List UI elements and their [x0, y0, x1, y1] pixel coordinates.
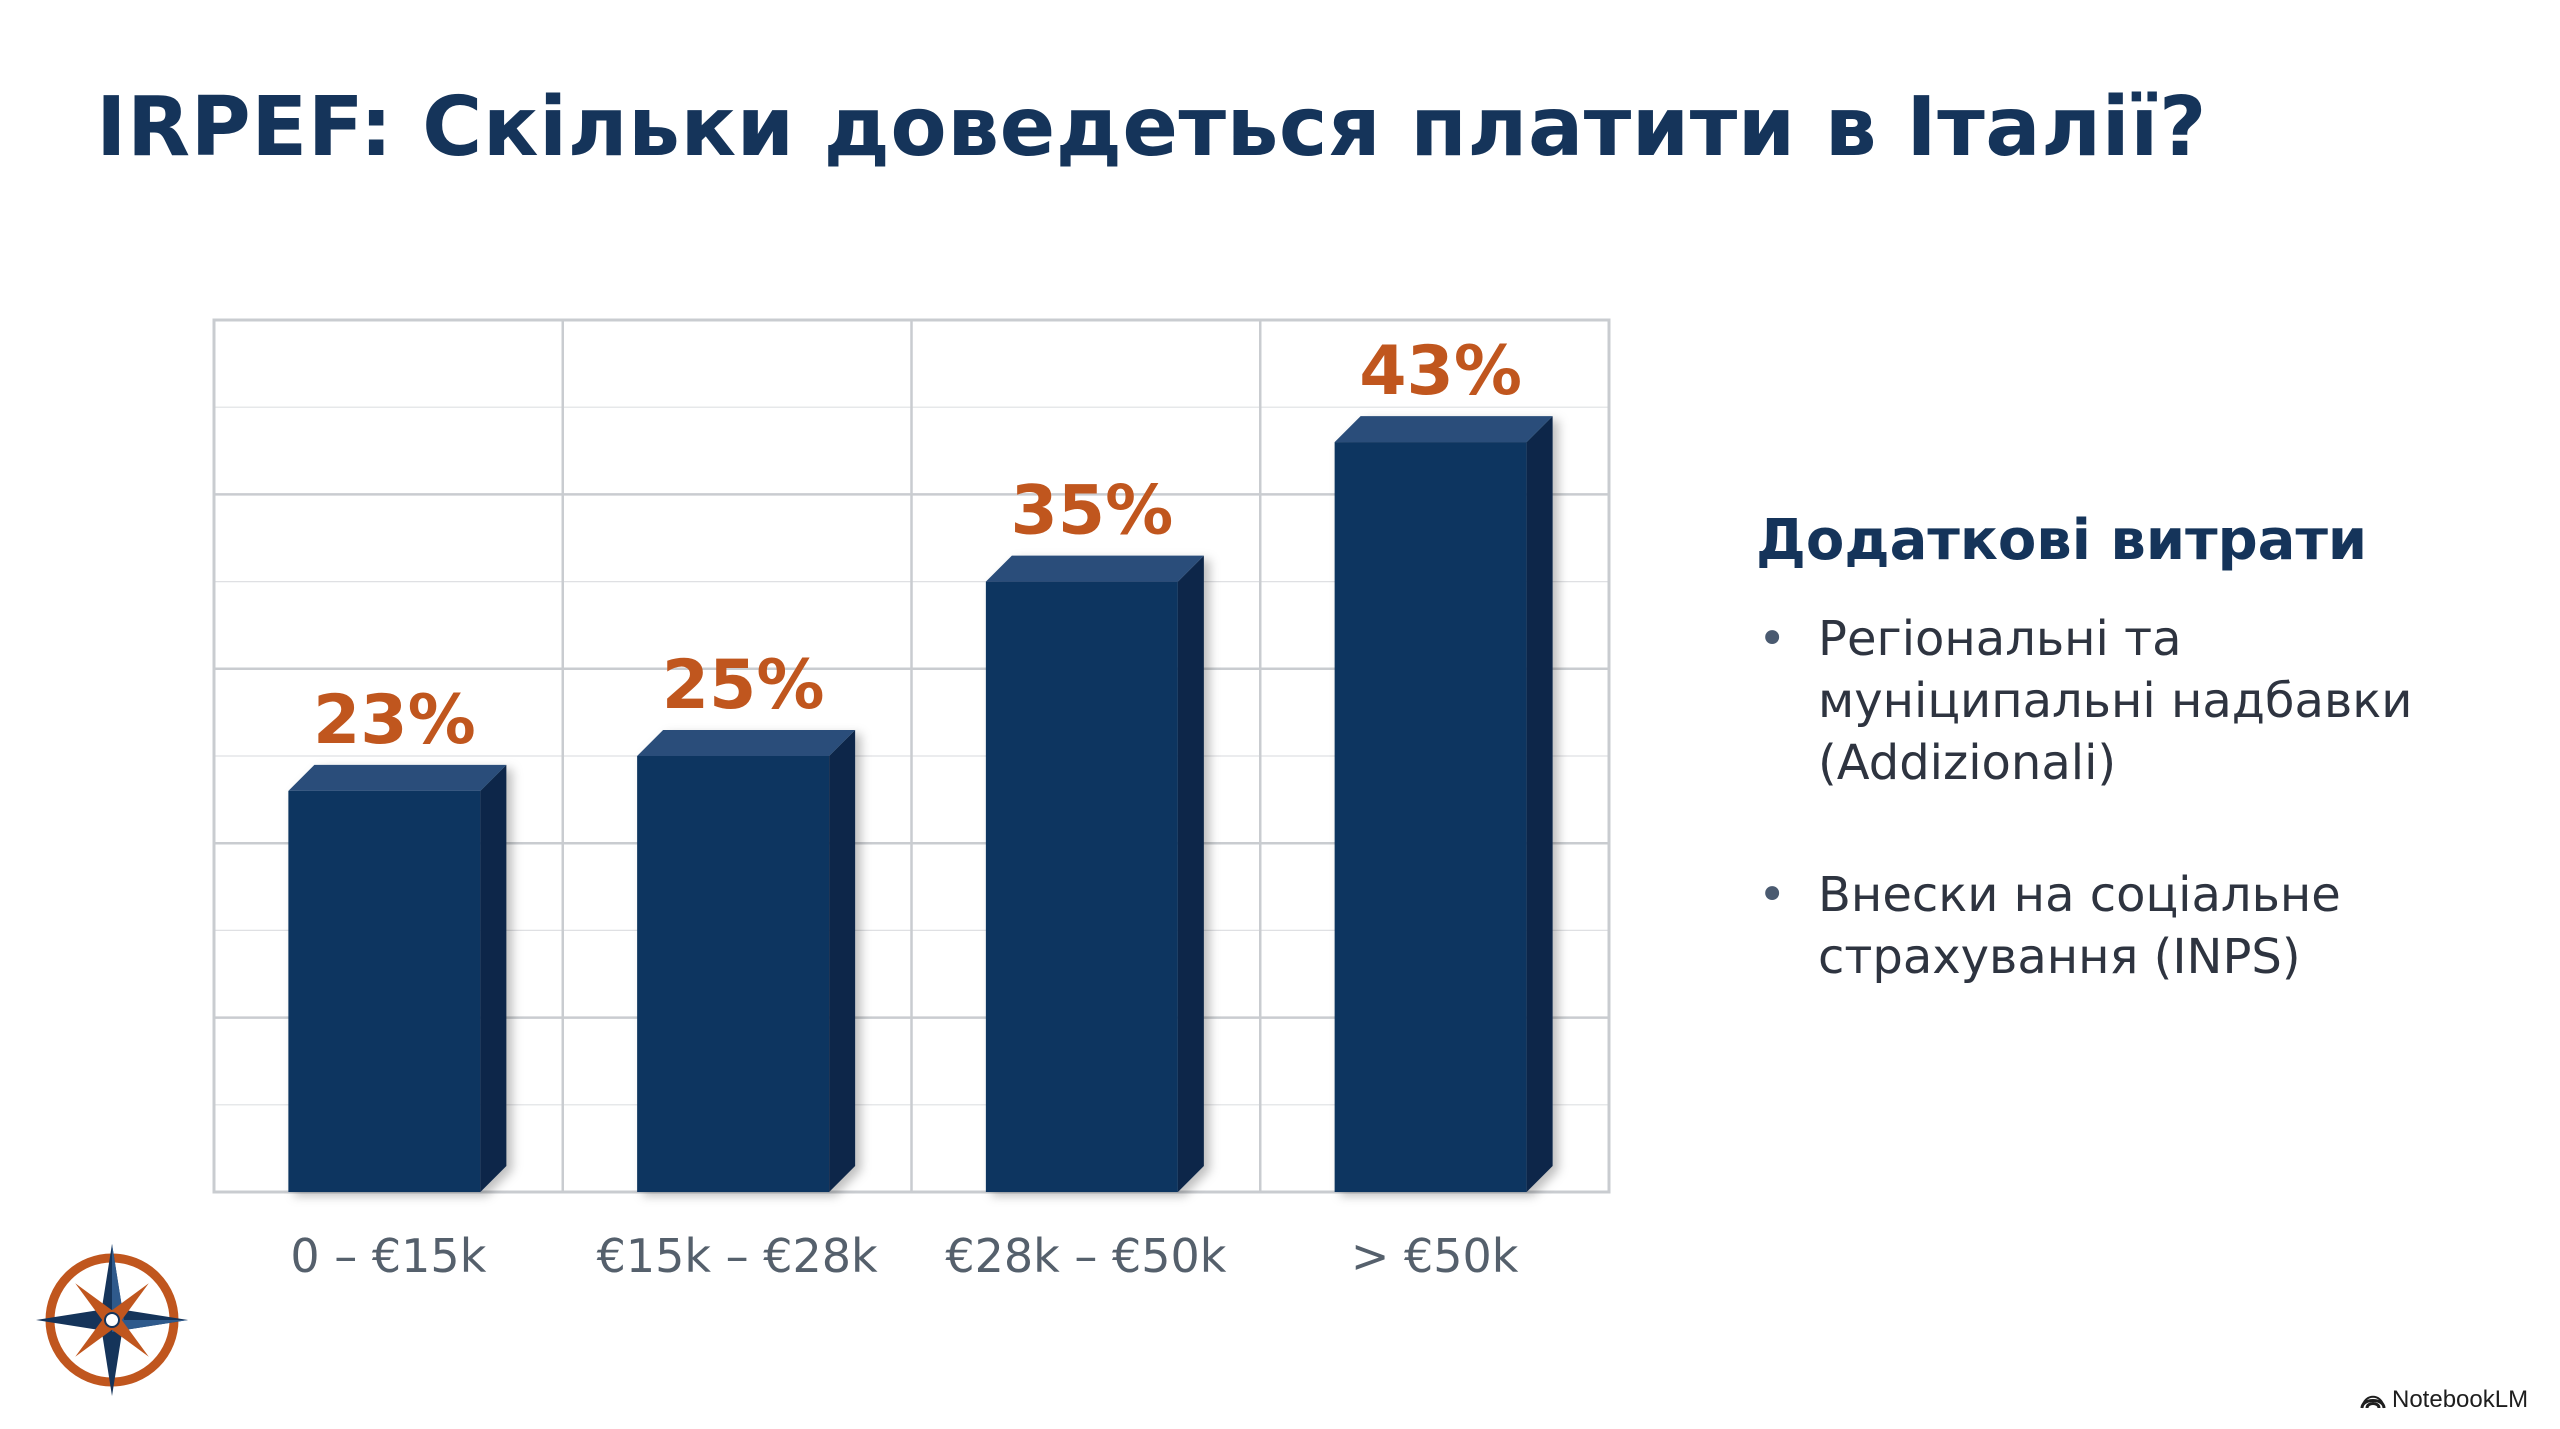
- bar-front: [985, 581, 1178, 1192]
- bar-side: [480, 764, 507, 1192]
- bar-front: [637, 756, 830, 1192]
- watermark-text: NotebookLM: [2392, 1386, 2529, 1413]
- bar-front: [288, 790, 481, 1192]
- bar-top: [985, 555, 1204, 582]
- bullet: •: [1758, 867, 1787, 923]
- x-tick-label: 0 – €15k: [290, 1229, 486, 1283]
- bar-top: [288, 764, 507, 791]
- watermark: NotebookLM: [2360, 1386, 2528, 1414]
- x-tick-label: €15k – €28k: [597, 1229, 878, 1283]
- compass-rose-icon: [36, 1244, 188, 1396]
- bar-top: [1334, 416, 1553, 443]
- bar: [637, 730, 856, 1192]
- data-label: 35%: [1010, 472, 1173, 551]
- bar: [985, 555, 1204, 1192]
- data-label: 43%: [1359, 332, 1522, 411]
- bar-top: [637, 730, 856, 756]
- list-item: • Внески на соціальне страхування (INPS): [1756, 864, 2476, 988]
- data-label: 25%: [662, 646, 825, 725]
- bar-side: [829, 730, 856, 1192]
- x-tick-label: €28k – €50k: [945, 1229, 1226, 1283]
- x-tick-label: > €50k: [1351, 1229, 1519, 1283]
- bar-side: [1177, 555, 1204, 1192]
- list-item: • Регіональні та муніципальні надбавки (…: [1756, 608, 2476, 794]
- side-heading: Додаткові витрати: [1756, 508, 2368, 573]
- chart-bars: [288, 416, 1553, 1192]
- chart-x-ticks: 0 – €15k €15k – €28k €28k – €50k > €50k: [290, 1229, 1518, 1283]
- list-item-text: Регіональні та муніципальні надбавки (Ad…: [1818, 611, 2413, 791]
- chart-data-labels: 23% 25% 35% 43%: [313, 332, 1522, 760]
- bar: [288, 764, 507, 1192]
- bar-side: [1526, 416, 1553, 1192]
- bullet: •: [1758, 611, 1787, 667]
- list-item-text: Внески на соціальне страхування (INPS): [1818, 867, 2341, 985]
- notebooklm-icon: [2360, 1395, 2386, 1409]
- bar: [1334, 416, 1553, 1192]
- bar-front: [1334, 442, 1527, 1192]
- side-list: • Регіональні та муніципальні надбавки (…: [1756, 608, 2476, 1058]
- page-title: IRPEF: Скільки доведеться платити в Італ…: [96, 80, 2207, 175]
- bar-chart: 23% 25% 35% 43% 0 – €15k €15k – €28k €28k – €…: [212, 318, 1611, 1283]
- data-label: 23%: [313, 681, 476, 760]
